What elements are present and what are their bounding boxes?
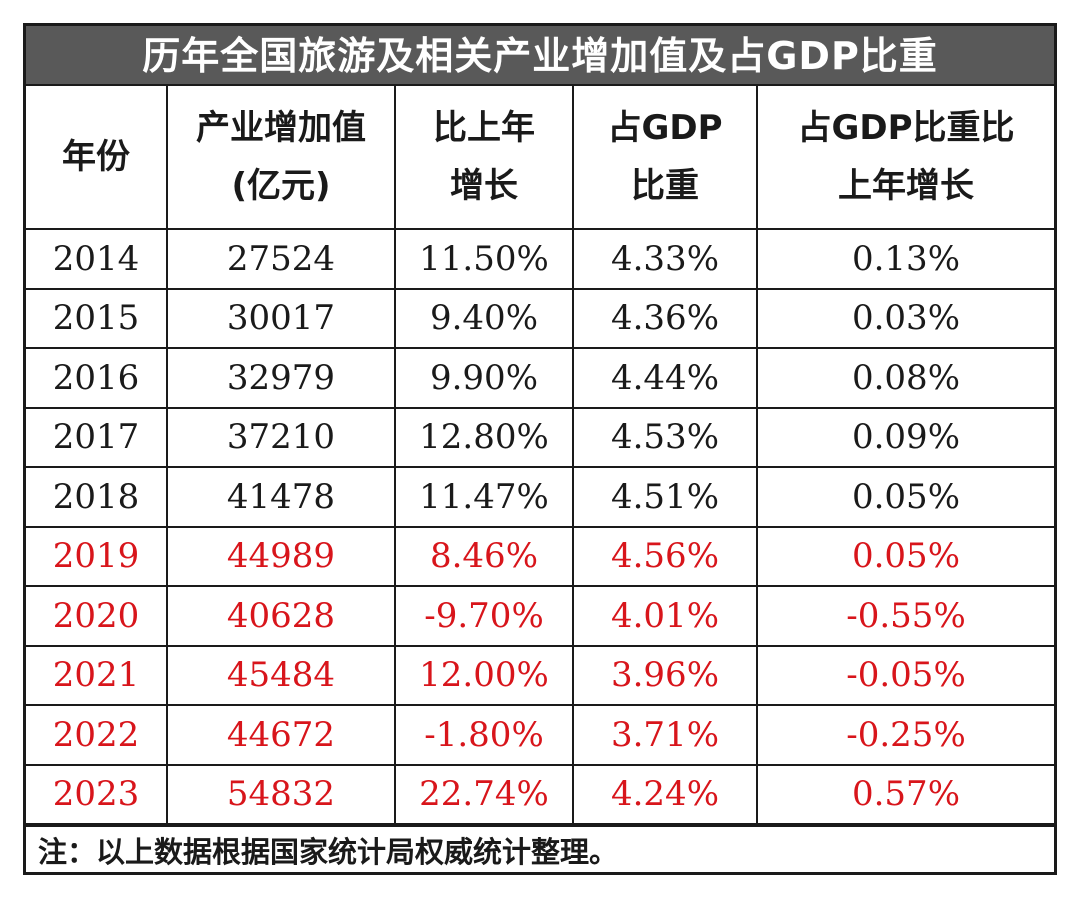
cell-share: 3.71% xyxy=(572,704,758,766)
cell-growth: 9.40% xyxy=(394,287,574,349)
cell-growth: 11.50% xyxy=(394,228,574,290)
table-row: 2016 32979 9.90% 4.44% 0.08% xyxy=(26,347,1054,409)
cell-share-change: 0.57% xyxy=(756,763,1054,825)
cell-year: 2018 xyxy=(26,466,168,528)
cell-share-change: -0.55% xyxy=(756,585,1054,647)
header-share-change-line2: 上年增长 xyxy=(838,166,974,206)
cell-growth: 9.90% xyxy=(394,347,574,409)
cell-share: 4.24% xyxy=(572,763,758,825)
header-value-line2: (亿元) xyxy=(231,166,331,206)
cell-share: 4.01% xyxy=(572,585,758,647)
header-year: 年份 xyxy=(26,86,168,230)
cell-share-change: 0.05% xyxy=(756,466,1054,528)
header-growth: 比上年 增长 xyxy=(394,86,574,230)
cell-share-change: 0.09% xyxy=(756,406,1054,468)
table-row: 2014 27524 11.50% 4.33% 0.13% xyxy=(26,228,1054,290)
header-value: 产业增加值 (亿元) xyxy=(166,86,396,230)
table-row: 2021 45484 12.00% 3.96% -0.05% xyxy=(26,644,1054,706)
cell-share: 4.53% xyxy=(572,406,758,468)
cell-value: 40628 xyxy=(166,585,396,647)
table-body: 2014 27524 11.50% 4.33% 0.13% 2015 30017 9.40% 4… xyxy=(26,228,1054,825)
table-row: 2018 41478 11.47% 4.51% 0.05% xyxy=(26,466,1054,528)
cell-share: 4.36% xyxy=(572,287,758,349)
cell-year: 2022 xyxy=(26,704,168,766)
cell-share-change: 0.08% xyxy=(756,347,1054,409)
cell-share: 4.56% xyxy=(572,525,758,587)
tourism-gdp-table: 年份 产业增加值 (亿元) 比上年 增长 占GDP 比重 占GDP比重比 上年增… xyxy=(26,86,1054,825)
cell-share: 4.51% xyxy=(572,466,758,528)
cell-year: 2016 xyxy=(26,347,168,409)
cell-share-change: 0.03% xyxy=(756,287,1054,349)
cell-value: 44989 xyxy=(166,525,396,587)
cell-year: 2020 xyxy=(26,585,168,647)
table-title: 历年全国旅游及相关产业增加值及占GDP比重 xyxy=(26,26,1054,86)
cell-year: 2017 xyxy=(26,406,168,468)
cell-year: 2021 xyxy=(26,644,168,706)
cell-share: 4.44% xyxy=(572,347,758,409)
cell-value: 54832 xyxy=(166,763,396,825)
cell-share: 4.33% xyxy=(572,228,758,290)
cell-value: 37210 xyxy=(166,406,396,468)
cell-growth: 12.00% xyxy=(394,644,574,706)
cell-growth: 11.47% xyxy=(394,466,574,528)
header-row: 年份 产业增加值 (亿元) 比上年 增长 占GDP 比重 占GDP比重比 上年增… xyxy=(26,86,1054,230)
cell-share-change: 0.05% xyxy=(756,525,1054,587)
header-share-change-line1: 占GDP比重比 xyxy=(797,108,1015,148)
cell-value: 41478 xyxy=(166,466,396,528)
cell-growth: 22.74% xyxy=(394,763,574,825)
header-value-line1: 产业增加值 xyxy=(196,108,366,148)
footnote: 注：以上数据根据国家统计局权威统计整理。 xyxy=(26,825,1054,877)
header-share-line2: 比重 xyxy=(631,166,699,206)
cell-share-change: 0.13% xyxy=(756,228,1054,290)
table-row: 2015 30017 9.40% 4.36% 0.03% xyxy=(26,287,1054,349)
header-share-line1: 占GDP xyxy=(607,108,723,148)
cell-value: 45484 xyxy=(166,644,396,706)
data-table-card: 历年全国旅游及相关产业增加值及占GDP比重 年份 产业增加值 (亿元) 比上年 … xyxy=(23,23,1057,875)
header-growth-line1: 比上年 xyxy=(433,108,535,148)
cell-value: 30017 xyxy=(166,287,396,349)
header-share: 占GDP 比重 xyxy=(572,86,758,230)
cell-growth: -1.80% xyxy=(394,704,574,766)
cell-growth: -9.70% xyxy=(394,585,574,647)
cell-growth: 12.80% xyxy=(394,406,574,468)
table-row: 2022 44672 -1.80% 3.71% -0.25% xyxy=(26,704,1054,766)
cell-year: 2023 xyxy=(26,763,168,825)
cell-value: 27524 xyxy=(166,228,396,290)
table-row: 2023 54832 22.74% 4.24% 0.57% xyxy=(26,763,1054,825)
cell-share-change: -0.25% xyxy=(756,704,1054,766)
cell-value: 44672 xyxy=(166,704,396,766)
header-share-change: 占GDP比重比 上年增长 xyxy=(756,86,1054,230)
header-growth-line2: 增长 xyxy=(450,166,518,206)
cell-growth: 8.46% xyxy=(394,525,574,587)
cell-share: 3.96% xyxy=(572,644,758,706)
cell-year: 2019 xyxy=(26,525,168,587)
table-row: 2017 37210 12.80% 4.53% 0.09% xyxy=(26,406,1054,468)
table-row: 2019 44989 8.46% 4.56% 0.05% xyxy=(26,525,1054,587)
cell-year: 2014 xyxy=(26,228,168,290)
cell-share-change: -0.05% xyxy=(756,644,1054,706)
cell-year: 2015 xyxy=(26,287,168,349)
header-year-line1: 年份 xyxy=(62,137,130,177)
cell-value: 32979 xyxy=(166,347,396,409)
table-row: 2020 40628 -9.70% 4.01% -0.55% xyxy=(26,585,1054,647)
